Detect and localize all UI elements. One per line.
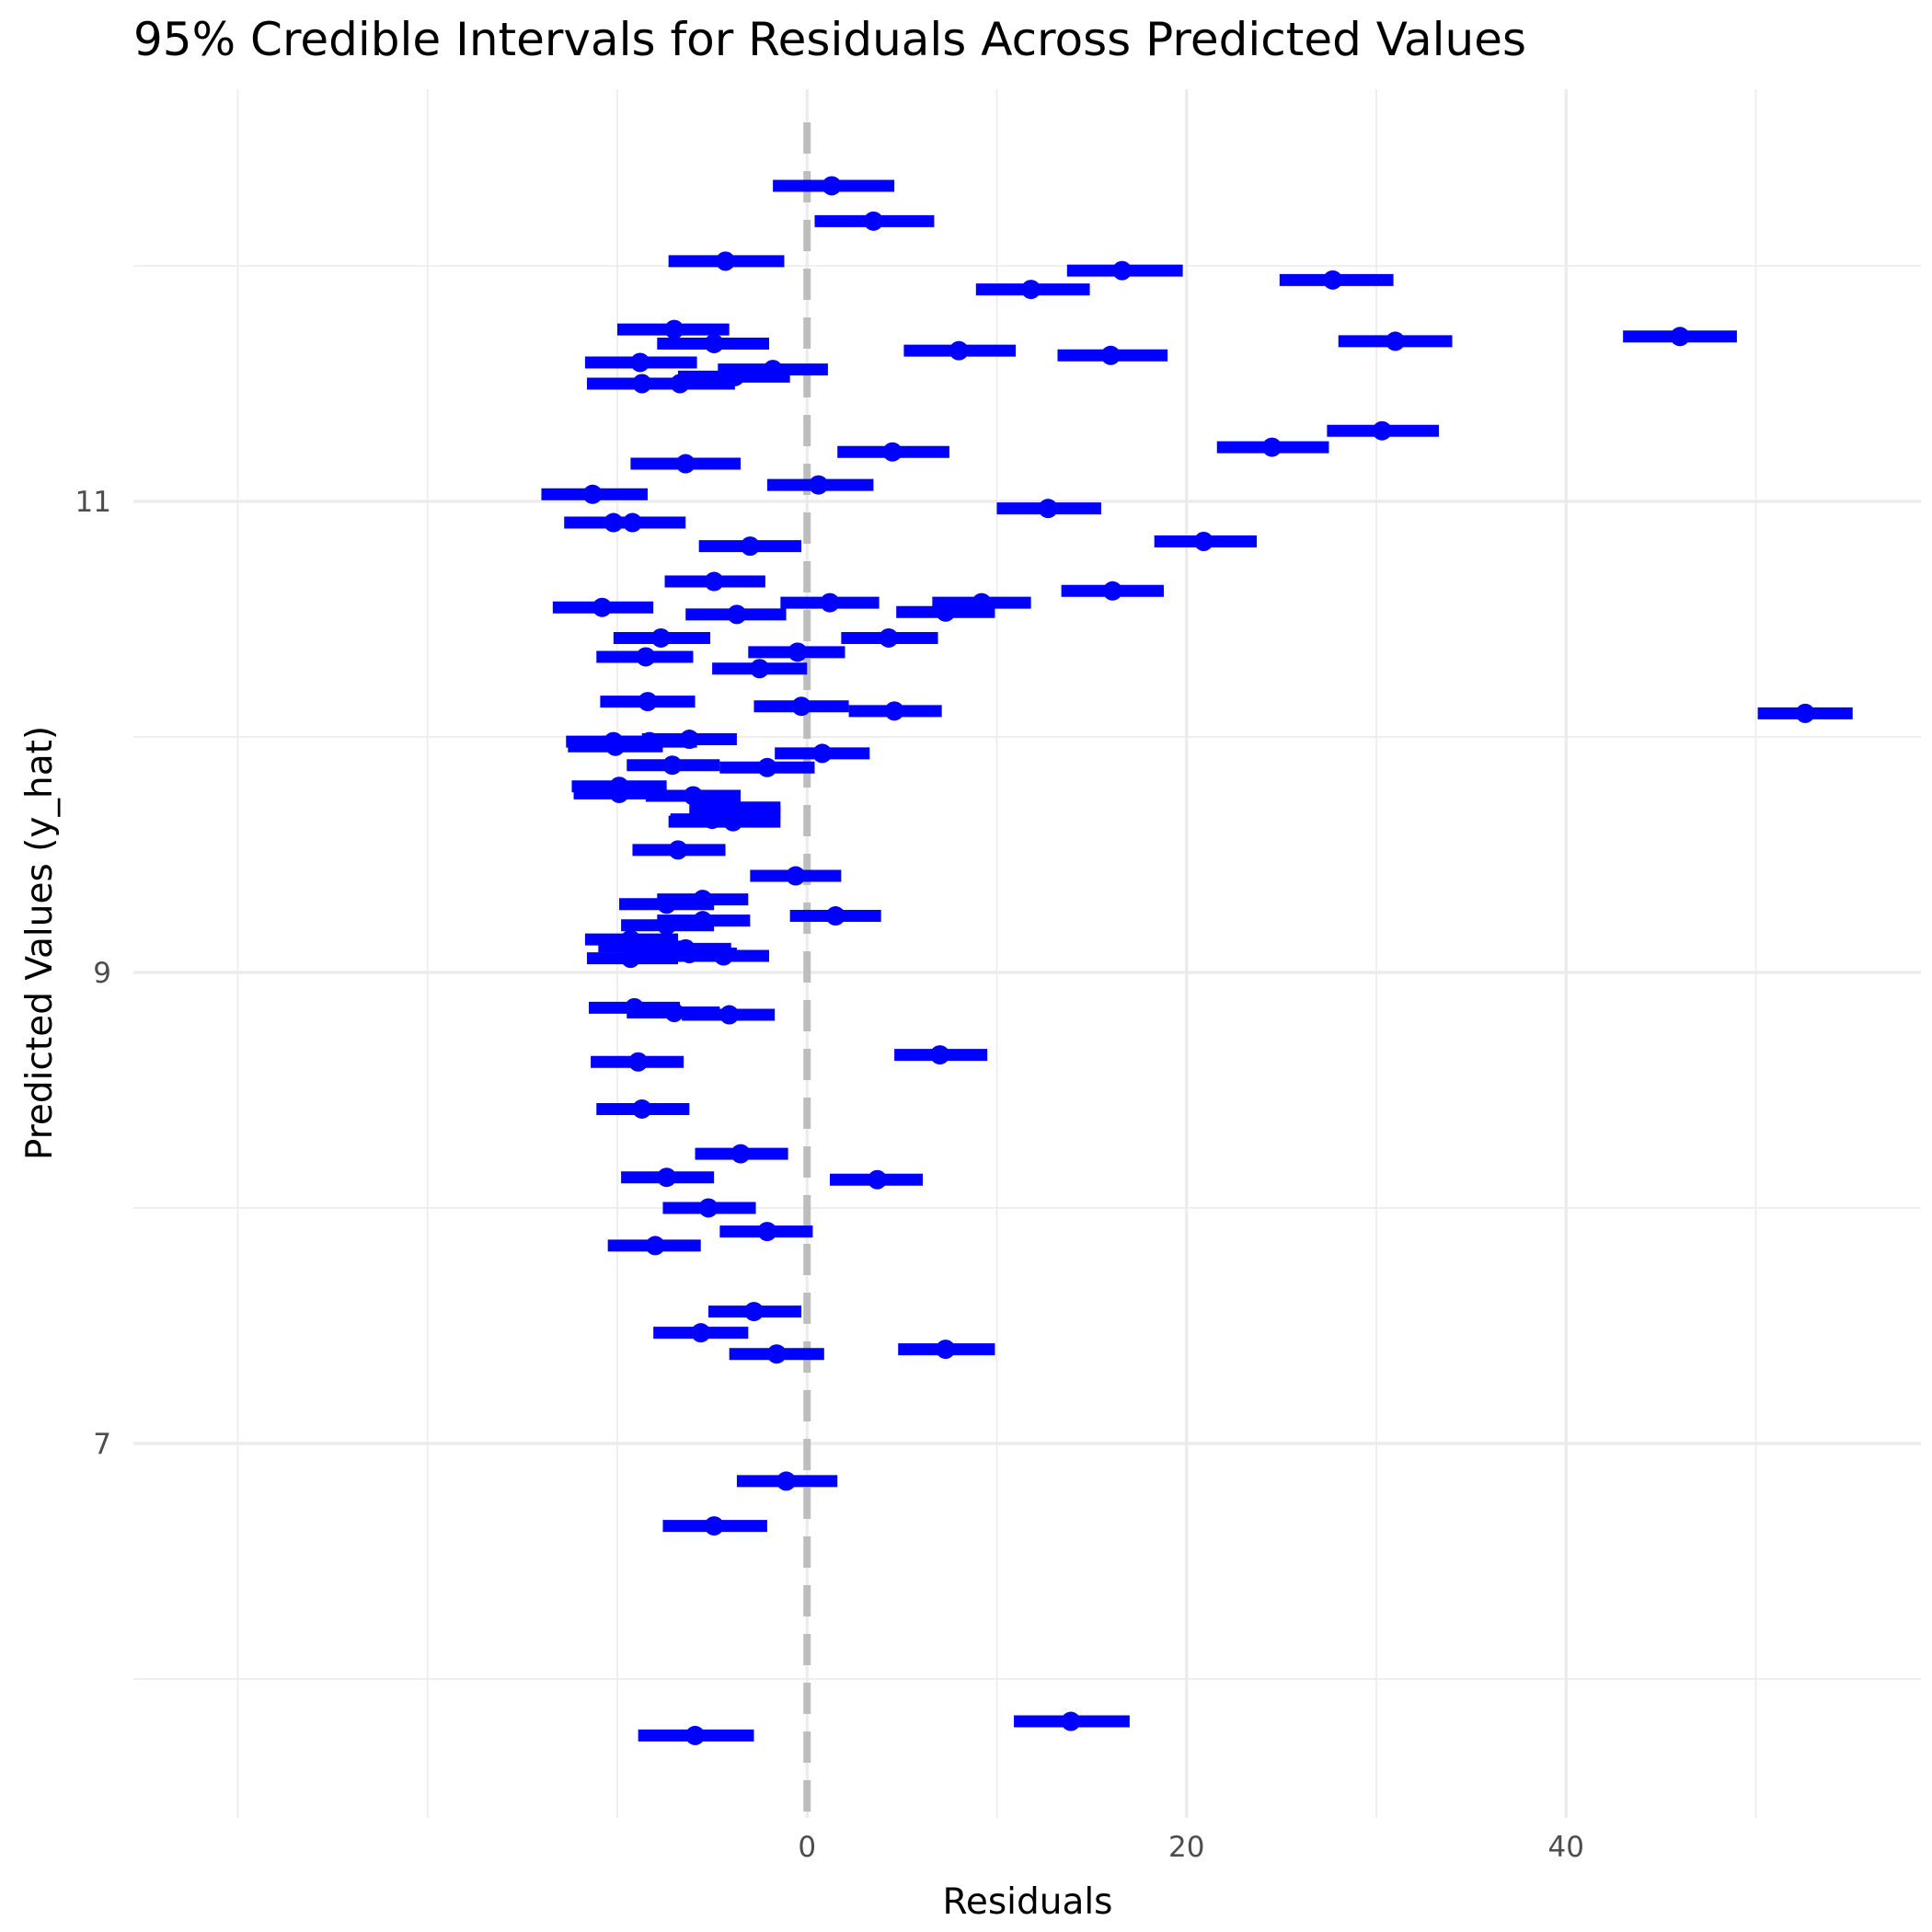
x-tick-label: 40 (1548, 1831, 1584, 1864)
residual-point (625, 997, 645, 1018)
residual-point (1100, 345, 1121, 365)
residual-point (1372, 420, 1392, 441)
residual-point (657, 1167, 677, 1188)
residual-point (723, 811, 743, 832)
x-tick-label: 20 (1168, 1831, 1204, 1864)
residual-point (882, 442, 903, 462)
residual-point (757, 1222, 777, 1242)
residual-point (668, 840, 688, 860)
residual-point (750, 659, 770, 679)
residual-point (1670, 327, 1690, 347)
residual-point (884, 701, 904, 721)
residual-point (743, 1302, 764, 1322)
residual-point (704, 571, 724, 592)
grid-lines (133, 89, 1921, 1818)
residual-point (657, 894, 677, 914)
x-axis-title: Residuals (942, 1881, 1112, 1923)
interval-marks (541, 176, 1853, 1745)
residual-point (662, 755, 683, 776)
residual-point (704, 333, 724, 353)
residual-point (879, 627, 899, 648)
residual-point (639, 731, 660, 752)
residual-point (786, 866, 806, 886)
residual-point (632, 374, 652, 394)
residual-point (698, 1198, 719, 1218)
residual-point (1112, 260, 1133, 281)
chart-title: 95% Credible Intervals for Residuals Acr… (133, 13, 1527, 66)
residual-point (702, 810, 722, 830)
residual-point (949, 340, 969, 361)
residual-point (632, 1098, 652, 1119)
residual-point (822, 176, 842, 196)
residual-point (812, 743, 833, 764)
residual-point (1021, 280, 1041, 300)
residual-point (691, 1323, 711, 1343)
residual-point (809, 475, 829, 495)
residual-point (820, 592, 840, 613)
residual-point (645, 1236, 665, 1256)
residual-point (679, 944, 699, 963)
residual-point (1323, 270, 1343, 290)
residual-point (638, 692, 658, 712)
residual-point (1038, 499, 1058, 519)
residual-point (664, 319, 684, 339)
residual-point (693, 911, 713, 931)
residual-point (776, 1471, 797, 1491)
y-tick-label: 7 (93, 1428, 111, 1461)
residual-point (766, 1344, 787, 1364)
residual-point (650, 627, 671, 648)
residual-point (670, 374, 690, 394)
residual-point (630, 352, 650, 373)
residual-point (628, 1052, 649, 1072)
residual-point (719, 1005, 740, 1025)
residual-point (1795, 703, 1815, 723)
residual-point (622, 512, 642, 533)
residual-point (716, 251, 736, 271)
residual-point (683, 786, 703, 806)
residual-point (636, 937, 656, 957)
residual-point (725, 366, 745, 386)
residual-point (620, 929, 640, 949)
y-tick-label: 9 (93, 957, 111, 990)
residual-point (727, 604, 747, 625)
residual-point (1061, 1711, 1081, 1731)
residual-point (685, 1725, 706, 1745)
residual-point (693, 890, 713, 910)
residual-point (868, 1169, 888, 1190)
residual-point (730, 1144, 751, 1164)
residual-point (825, 906, 845, 926)
residual-point (604, 512, 624, 533)
residual-point (582, 484, 603, 504)
tick-labels: 0 20 40 7 9 11 (75, 486, 1584, 1864)
y-tick-label: 11 (75, 486, 111, 519)
residual-point (620, 949, 640, 969)
residual-point (1193, 532, 1213, 552)
residual-point (609, 783, 629, 803)
residual-point (788, 642, 808, 662)
residual-point (936, 1340, 956, 1360)
residual-point (636, 647, 656, 667)
residual-point (1386, 331, 1406, 351)
residual-point (1102, 581, 1122, 601)
residual-point (592, 597, 612, 617)
residual-point (863, 211, 883, 231)
residual-point (657, 915, 677, 936)
residual-point (675, 454, 696, 474)
residual-point (713, 946, 733, 966)
residual-point (930, 1045, 950, 1065)
residual-point (757, 757, 777, 777)
residual-point (791, 696, 811, 717)
y-axis-title: Predicted Values (y_hat) (19, 726, 61, 1160)
residual-point (936, 602, 956, 622)
residual-point (704, 1516, 724, 1536)
residual-point (1262, 437, 1282, 457)
residual-point (763, 360, 783, 380)
residual-point (679, 730, 699, 750)
residual-point (740, 536, 760, 557)
residual-point (664, 1002, 684, 1022)
residual-point (605, 736, 626, 756)
x-tick-label: 0 (798, 1831, 816, 1864)
residual-point (972, 592, 992, 613)
